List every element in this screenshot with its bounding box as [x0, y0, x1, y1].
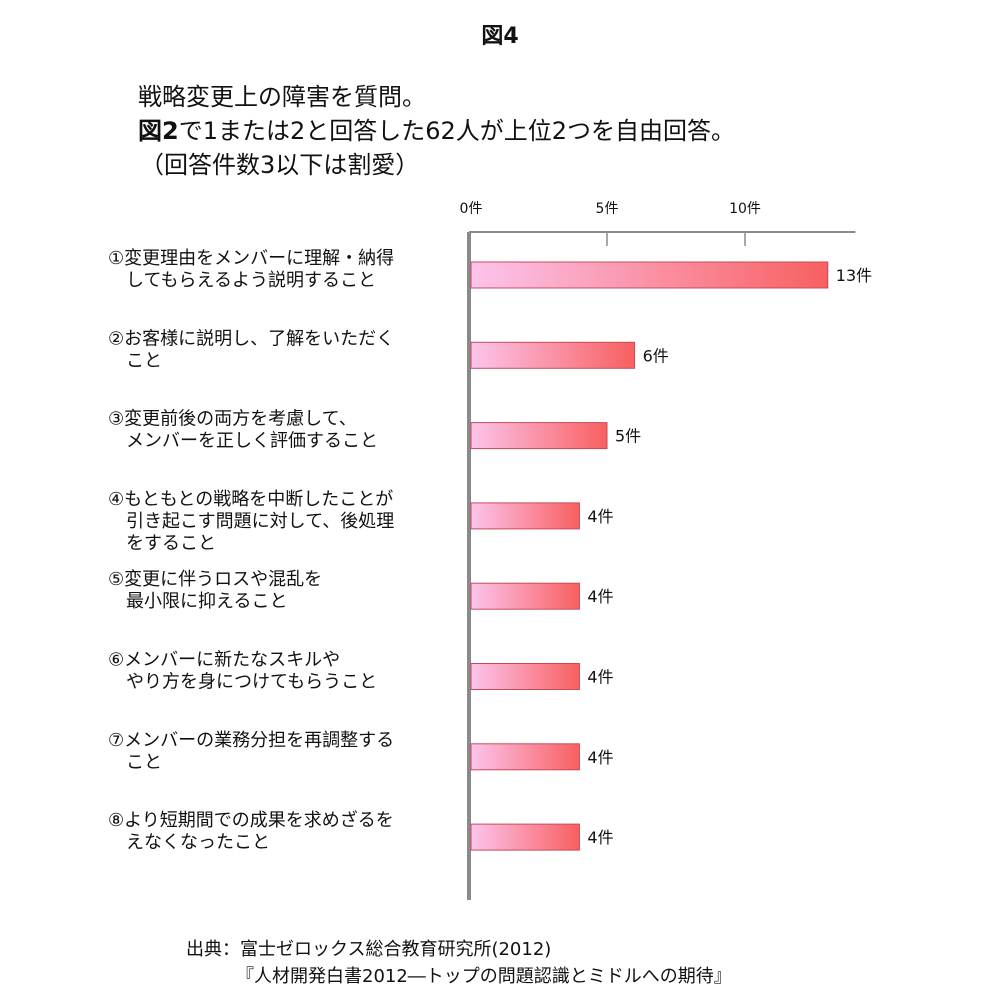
category-label: 引き起こす問題に対して、後処理 — [108, 511, 394, 532]
category-label: こと — [108, 350, 162, 371]
subtitle-line-3: （回答件数3以下は割愛） — [140, 151, 420, 179]
source-line-2: 『人材開発白書2012―トップの問題認識とミドルへの期待』 — [236, 966, 732, 987]
subtitle-line-2: 図2で1または2と回答した62人が上位2つを自由回答。 — [138, 116, 735, 146]
bar — [470, 261, 829, 289]
category-label: してもらえるよう説明すること — [108, 270, 376, 291]
bar-value-label: 4件 — [587, 587, 613, 606]
bar-value-label: 13件 — [836, 266, 872, 285]
bar — [470, 341, 636, 369]
bar-value-label: 6件 — [643, 346, 669, 365]
category-label: ③変更前後の両方を考慮して、 — [108, 409, 357, 430]
bar — [470, 582, 580, 610]
category-label: メンバーを正しく評価すること — [108, 431, 378, 452]
x-tick-label: 0件 — [460, 201, 483, 217]
bar-value-label: 4件 — [587, 507, 613, 526]
category-label: やり方を身につけてもらうこと — [108, 672, 377, 693]
subtitle-line-2-text: で1または2と回答した62人が上位2つを自由回答。 — [178, 117, 736, 145]
figure-label: 図4 — [481, 24, 519, 49]
bar — [470, 422, 608, 450]
category-label: ⑤変更に伴うロスや混乱を — [108, 569, 322, 590]
source-line-1: 出典：富士ゼロックス総合教育研究所(2012) — [186, 939, 552, 960]
category-label: ①変更理由をメンバーに理解・納得 — [108, 248, 394, 269]
category-label: ⑦メンバーの業務分担を再調整する — [108, 730, 394, 751]
x-tick-label: 5件 — [596, 201, 619, 217]
bar — [470, 823, 580, 851]
bar — [470, 743, 580, 771]
category-label: えなくなったこと — [108, 832, 270, 853]
bar-value-label: 4件 — [587, 748, 613, 767]
category-label: ⑧より短期間での成果を求めざるを — [108, 809, 394, 831]
bar — [470, 502, 580, 530]
category-label: ⑥メンバーに新たなスキルや — [108, 650, 340, 671]
category-label: ②お客様に説明し、了解をいただく — [108, 328, 394, 349]
subtitle-figure-ref: 図2 — [138, 117, 179, 145]
category-label: をすること — [108, 533, 216, 554]
subtitle-line-1: 戦略変更上の障害を質問。 — [138, 83, 426, 111]
category-label: こと — [108, 752, 162, 773]
bar-value-label: 4件 — [587, 668, 613, 687]
bar-value-label: 5件 — [615, 427, 641, 446]
bar-value-label: 4件 — [587, 828, 613, 847]
bar — [470, 663, 580, 690]
category-label: 最小限に抑えること — [108, 591, 287, 612]
category-label: ④もともとの戦略を中断したことが — [108, 489, 393, 510]
x-tick-label: 10件 — [729, 201, 761, 217]
